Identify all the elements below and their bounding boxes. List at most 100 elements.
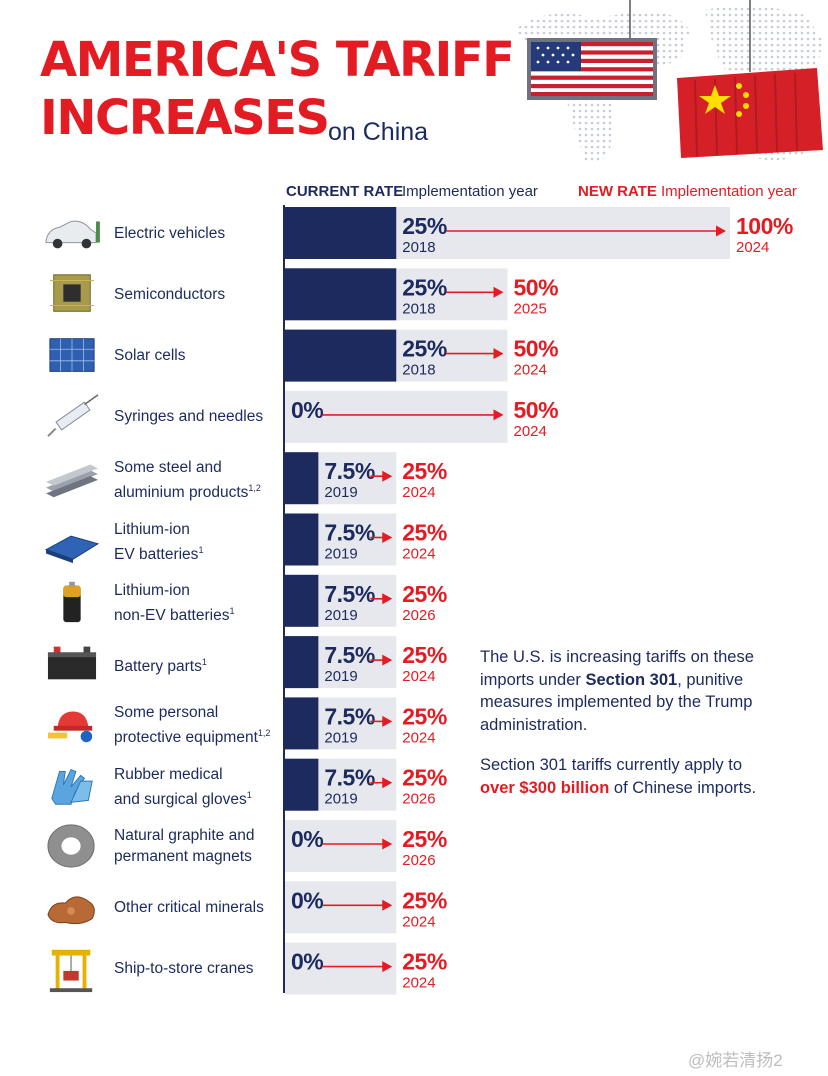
copper-mineral-icon — [47, 896, 95, 925]
category-text: Lithium-ion non-EV batteries — [114, 581, 230, 624]
footnote-marker: 1,2 — [248, 483, 261, 494]
current-year-label: 2019 — [324, 484, 357, 501]
current-year-label: 2019 — [324, 668, 357, 685]
current-rate-bar — [285, 329, 397, 382]
battery-cell-icon — [63, 581, 81, 622]
new-rate-label: 50% — [514, 274, 559, 300]
category-text: Ship-to-store cranes — [114, 960, 254, 978]
current-rate-label: 0% — [291, 397, 323, 423]
title-line-2: INCREASES — [40, 90, 330, 146]
new-year-label: 2024 — [402, 484, 435, 501]
new-rate-label: 25% — [402, 949, 447, 975]
current-year-label: 2019 — [324, 729, 357, 746]
new-rate-label: 25% — [402, 581, 447, 607]
footnote-marker: 1 — [198, 544, 204, 555]
category-text: Rubber medical and surgical gloves — [114, 765, 247, 808]
category-label: Other critical minerals — [114, 897, 264, 918]
footnote-marker: 1 — [201, 656, 207, 667]
current-rate-label: 7.5% — [324, 581, 374, 607]
track-bar — [285, 881, 397, 934]
category-label: Natural graphite and permanent magnets — [114, 825, 254, 867]
rate-arrow-head — [382, 777, 393, 789]
new-rate-label: 25% — [402, 458, 447, 484]
current-rate-bar — [285, 758, 319, 811]
category-text: Lithium-ion EV batteries — [114, 520, 199, 563]
rate-arrow-head — [493, 286, 504, 298]
rate-arrow-head — [382, 532, 393, 543]
gloves-icon — [51, 768, 93, 805]
world-map-containers-illustration — [515, 0, 823, 163]
china-flag-container — [677, 0, 823, 158]
hard-hat-icon — [47, 711, 93, 743]
rate-arrow-head — [382, 654, 393, 666]
current-rate-label: 25% — [402, 213, 447, 239]
rate-arrow-head — [382, 593, 393, 605]
category-label: Some personal protective equipment1,2 — [114, 702, 270, 748]
new-year-label: 2025 — [514, 300, 547, 317]
new-rate-label: 25% — [402, 826, 447, 852]
category-text: Some personal protective equipment — [114, 704, 258, 747]
category-text: Solar cells — [114, 347, 186, 365]
category-label: Semiconductors — [114, 284, 225, 305]
track-bar — [285, 942, 397, 995]
track-bar — [285, 390, 508, 443]
category-label: Ship-to-store cranes — [114, 958, 254, 979]
category-text: Electric vehicles — [114, 224, 226, 242]
current-rate-bar — [285, 207, 397, 259]
header-new-rate: NEW RATE — [578, 183, 657, 200]
rate-arrow-head — [382, 899, 393, 911]
new-rate-label: 25% — [402, 642, 447, 668]
category-label: Solar cells — [114, 345, 186, 366]
current-rate-label: 0% — [291, 887, 323, 913]
current-year-label: 2018 — [402, 300, 435, 317]
new-rate-label: 25% — [402, 765, 447, 791]
solar-panel-icon — [49, 337, 95, 372]
track-bar — [285, 820, 397, 872]
rate-arrow-head — [382, 838, 393, 850]
new-year-label: 2026 — [402, 607, 435, 624]
new-year-label: 2024 — [736, 239, 769, 256]
ev-battery-icon — [44, 535, 100, 563]
electric-car-icon — [45, 220, 100, 249]
category-text: Semiconductors — [114, 285, 226, 303]
watermark: @婉若清扬2 — [688, 1051, 783, 1070]
new-year-label: 2024 — [402, 729, 435, 746]
header-new-year: Implementation year — [661, 183, 797, 200]
current-year-label: 2019 — [324, 791, 357, 808]
current-rate-bar — [285, 452, 319, 505]
current-year-label: 2018 — [402, 362, 435, 379]
car-battery-icon — [47, 646, 97, 680]
category-text: Natural graphite and permanent magnets — [114, 827, 255, 865]
rate-arrow-head — [382, 715, 393, 727]
current-rate-label: 7.5% — [324, 642, 374, 668]
current-rate-label: 7.5% — [324, 520, 374, 546]
rate-arrow-head — [493, 409, 504, 421]
new-rate-label: 100% — [736, 213, 793, 239]
category-label: Some steel and aluminium products1,2 — [114, 457, 261, 503]
rate-arrow-head — [716, 225, 726, 237]
header-current-year: Implementation year — [402, 183, 538, 200]
footnote-marker: 1 — [229, 605, 235, 616]
crane-icon — [49, 949, 93, 992]
current-rate-label: 25% — [402, 274, 447, 300]
category-text: Other critical minerals — [114, 898, 264, 916]
category-label: Rubber medical and surgical gloves1 — [114, 764, 252, 810]
category-label: Battery parts1 — [114, 652, 207, 677]
steel-beam-icon — [46, 464, 98, 498]
current-year-label: 2018 — [402, 239, 435, 256]
new-year-label: 2024 — [402, 913, 435, 930]
chip-icon — [49, 274, 95, 313]
title-suffix: on China — [328, 118, 429, 146]
category-label: Lithium-ion non-EV batteries1 — [114, 580, 234, 626]
new-year-label: 2026 — [402, 852, 435, 869]
new-rate-label: 50% — [514, 336, 559, 362]
current-rate-label: 7.5% — [324, 458, 374, 484]
new-year-label: 2024 — [402, 668, 435, 685]
new-year-label: 2026 — [402, 791, 435, 808]
syringe-icon — [47, 394, 99, 437]
current-rate-bar — [285, 513, 319, 566]
new-rate-label: 25% — [402, 520, 447, 546]
category-label: Lithium-ion EV batteries1 — [114, 519, 203, 565]
current-rate-bar — [285, 574, 319, 627]
new-rate-label: 25% — [402, 703, 447, 729]
